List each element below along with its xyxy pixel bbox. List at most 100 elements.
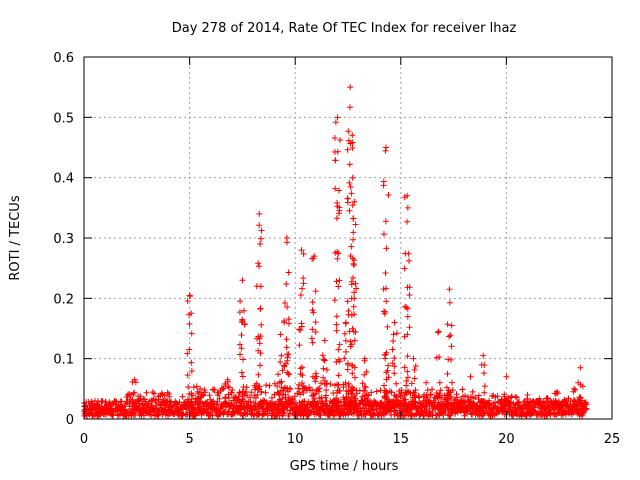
data-point: [391, 363, 398, 370]
data-point: [237, 351, 244, 358]
data-point: [412, 386, 419, 393]
data-point: [188, 359, 195, 366]
data-point: [382, 355, 389, 362]
data-point: [480, 352, 487, 359]
data-point: [299, 364, 306, 371]
data-point: [384, 396, 391, 403]
data-point: [444, 321, 451, 328]
data-point: [570, 401, 577, 408]
data-point: [382, 147, 389, 154]
data-point: [284, 239, 291, 246]
data-point: [331, 135, 338, 142]
data-point: [217, 410, 224, 417]
data-point: [336, 277, 343, 284]
data-point: [197, 385, 204, 392]
data-point: [404, 218, 411, 225]
data-point: [225, 384, 232, 391]
data-point: [311, 375, 318, 382]
data-point: [254, 386, 261, 393]
data-point: [404, 368, 411, 375]
data-point: [266, 382, 273, 389]
data-point: [300, 403, 307, 410]
data-point: [298, 285, 305, 292]
data-point: [524, 396, 531, 403]
data-point: [382, 308, 389, 315]
data-point: [467, 393, 474, 400]
data-point: [309, 386, 316, 393]
data-point: [341, 330, 348, 337]
data-point: [389, 360, 396, 367]
data-point: [368, 389, 375, 396]
data-point: [426, 406, 433, 413]
data-point: [209, 412, 216, 419]
data-point: [336, 187, 343, 194]
data-point: [322, 394, 329, 401]
data-point: [237, 298, 244, 305]
data-point: [348, 190, 355, 197]
data-point: [297, 370, 304, 377]
data-point: [239, 373, 246, 380]
data-point: [410, 355, 417, 362]
data-point: [435, 328, 442, 335]
data-point: [350, 215, 357, 222]
data-point: [297, 327, 304, 334]
x-tick-label: 20: [498, 432, 515, 447]
data-point: [264, 412, 271, 419]
data-point: [394, 397, 401, 404]
data-point: [283, 344, 290, 351]
data-point: [285, 269, 292, 276]
data-point: [263, 382, 270, 389]
data-point: [297, 291, 304, 298]
data-point: [404, 388, 411, 395]
data-point: [401, 333, 408, 340]
data-point: [284, 357, 291, 364]
data-point: [382, 269, 389, 276]
data-point: [306, 384, 313, 391]
data-point: [333, 327, 340, 334]
data-point: [136, 396, 143, 403]
data-point: [451, 397, 458, 404]
data-point: [340, 394, 347, 401]
data-point: [236, 390, 243, 397]
data-point: [481, 410, 488, 417]
data-point: [321, 357, 328, 364]
data-point: [313, 403, 320, 410]
data-point: [448, 343, 455, 350]
data-point: [279, 391, 286, 398]
data-point: [332, 119, 339, 126]
data-point: [286, 397, 293, 404]
data-point: [258, 227, 265, 234]
data-point: [248, 389, 255, 396]
data-point: [479, 399, 486, 406]
data-point: [241, 320, 248, 327]
data-point: [570, 388, 577, 395]
data-point: [309, 326, 316, 333]
data-point: [190, 384, 197, 391]
data-point: [342, 337, 349, 344]
data-point: [453, 394, 460, 401]
data-point: [348, 243, 355, 250]
x-tick-label: 5: [185, 432, 193, 447]
data-point: [275, 401, 282, 408]
data-point: [404, 374, 411, 381]
data-point: [383, 403, 390, 410]
data-point: [188, 390, 195, 397]
data-point: [334, 148, 341, 155]
data-point: [336, 207, 343, 214]
data-point: [299, 399, 306, 406]
data-point: [349, 202, 356, 209]
data-point: [502, 396, 509, 403]
data-point: [481, 389, 488, 396]
data-point: [361, 387, 368, 394]
data-point: [333, 278, 340, 285]
data-point: [424, 394, 431, 401]
data-point: [345, 137, 352, 144]
data-point: [351, 262, 358, 269]
data-point: [132, 379, 139, 386]
data-point: [424, 387, 431, 394]
data-point: [443, 384, 450, 391]
data-point: [219, 385, 226, 392]
data-point: [383, 388, 390, 395]
data-point: [349, 387, 356, 394]
data-point: [257, 305, 264, 312]
